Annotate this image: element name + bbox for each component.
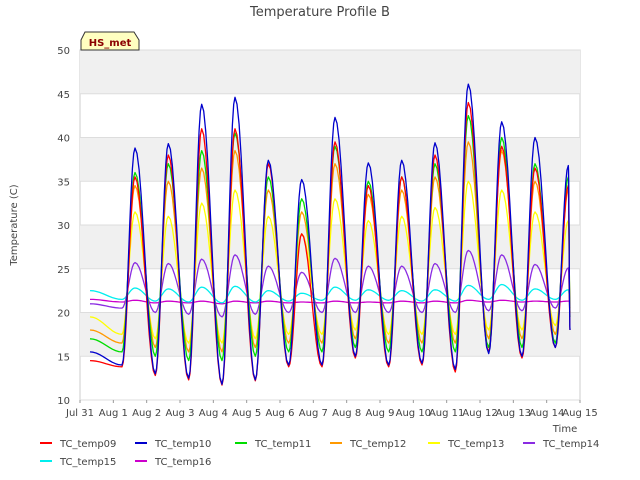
legend-label: TC_temp10 — [154, 439, 211, 450]
annotation-box: HS_met — [80, 31, 140, 51]
y-tick-label: 15 — [57, 352, 70, 363]
series-line-tc-temp10 — [89, 83, 571, 385]
x-tick-label: Aug 2 — [132, 408, 161, 419]
legend-label: TC_temp14 — [542, 439, 599, 450]
x-tick-label: Aug 12 — [462, 408, 497, 419]
y-tick-label: 25 — [57, 265, 70, 276]
legend-item: TC_temp14 — [523, 439, 599, 450]
x-axis: Jul 31 Aug 1 Aug 2 Aug 3 Aug 4 Aug 5 Aug 6 Aug … — [65, 400, 598, 419]
legend-label: TC_temp09 — [59, 439, 116, 450]
x-tick-label: Aug 14 — [529, 408, 564, 419]
annotation-label: HS_met — [89, 38, 132, 49]
x-tick-label: Aug 4 — [199, 408, 228, 419]
plot-band — [80, 312, 580, 357]
legend-label: TC_temp15 — [59, 457, 116, 468]
series-lines — [89, 83, 571, 386]
legend-item: TC_temp09 — [40, 439, 116, 450]
series-line-tc-temp14 — [89, 249, 571, 318]
x-tick-label: Jul 31 — [65, 408, 94, 419]
x-tick-label: Aug 13 — [496, 408, 531, 419]
x-tick-label: Aug 8 — [332, 408, 361, 419]
x-tick-label: Aug 9 — [365, 408, 394, 419]
series-line-tc-temp15 — [89, 283, 571, 304]
plot-band — [80, 50, 580, 94]
y-tick-label: 50 — [57, 46, 70, 57]
series-line-tc-temp16 — [90, 298, 571, 305]
y-tick-label: 45 — [57, 90, 70, 101]
legend-item: TC_temp12 — [330, 439, 406, 450]
legend-item: TC_temp11 — [235, 439, 311, 450]
legend-label: TC_temp11 — [254, 439, 311, 450]
x-tick-label: Aug 1 — [99, 408, 128, 419]
y-tick-label: 10 — [57, 396, 70, 407]
y-tick-label: 20 — [57, 309, 70, 320]
legend-label: TC_temp13 — [447, 439, 504, 450]
legend-label: TC_temp16 — [154, 457, 211, 468]
legend-item: TC_temp15 — [40, 457, 116, 468]
chart-title: Temperature Profile B — [249, 5, 390, 20]
x-tick-label: Aug 7 — [299, 408, 328, 419]
x-tick-label: Aug 11 — [429, 408, 464, 419]
x-tick-label: Aug 15 — [562, 408, 597, 419]
y-axis: 10 15 20 25 30 35 40 45 50 — [57, 46, 70, 407]
x-tick-label: Aug 5 — [232, 408, 261, 419]
x-axis-label: Time — [552, 424, 577, 435]
series-line-tc-temp13 — [89, 180, 571, 344]
y-tick-label: 30 — [57, 221, 70, 232]
x-tick-label: Aug 10 — [396, 408, 431, 419]
y-tick-label: 35 — [57, 177, 70, 188]
legend-label: TC_temp12 — [349, 439, 406, 450]
x-tick-label: Aug 6 — [265, 408, 294, 419]
y-axis-label: Temperature (C) — [9, 184, 20, 266]
x-tick-label: Aug 3 — [165, 408, 194, 419]
legend-item: TC_temp16 — [135, 457, 211, 468]
legend-item: TC_temp10 — [135, 439, 211, 450]
y-tick-label: 40 — [57, 134, 70, 145]
legend: TC_temp09 TC_temp10 TC_temp11 TC_temp12 TC_t… — [40, 439, 599, 468]
legend-item: TC_temp13 — [428, 439, 504, 450]
plot-band — [80, 137, 580, 182]
